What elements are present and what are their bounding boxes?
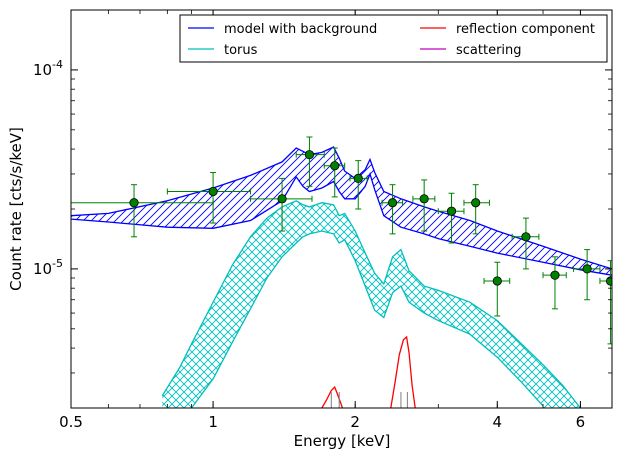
torus-lower-line: [190, 230, 544, 408]
data-point-11: [511, 217, 540, 270]
model-with-background-lower-line: [71, 172, 612, 276]
legend-label-torus: torus: [224, 43, 258, 58]
legend-items: model with background torus reflection com…: [188, 22, 595, 58]
data-point-3: [295, 136, 325, 187]
axis-ticks: [70, 9, 613, 409]
series-layer: [71, 146, 612, 408]
data-point-14: [599, 260, 612, 345]
legend: model with background torus reflection com…: [179, 14, 608, 63]
model-with-background-band-fill: [71, 147, 612, 276]
data-point-marker: [492, 276, 502, 286]
legend-label-scattering: scattering: [456, 43, 522, 58]
y-tick-exponent: -5: [52, 257, 63, 270]
x-tick-label: 1: [208, 413, 218, 431]
y-tick-mantissa: 10: [33, 61, 52, 79]
data-point-5: [349, 160, 368, 210]
data-point-marker: [419, 194, 429, 204]
y-tick-label: 10-5: [33, 257, 63, 278]
data-point-10: [483, 261, 511, 317]
data-point-marker: [208, 186, 218, 197]
data-point-12: [542, 256, 567, 310]
data-point-marker: [129, 198, 139, 208]
legend-label-model-with-background: model with background: [224, 22, 377, 37]
x-tick-label: 2: [350, 413, 360, 431]
data-point-marker: [550, 270, 560, 280]
legend-label-reflection-component: reflection component: [456, 22, 595, 37]
x-tick-label: 4: [493, 413, 503, 431]
data-point-9: [463, 184, 490, 235]
reflection-component-line-1: [390, 335, 416, 408]
data-point-6: [381, 184, 404, 235]
data-point-marker: [582, 264, 592, 274]
data-point-marker: [304, 150, 315, 160]
tick-labels: 0.5 1 2 4 610-510-4: [33, 58, 585, 431]
y-tick-label: 10-4: [33, 58, 63, 79]
torus-upper-line: [161, 200, 581, 408]
y-axis-label: Count rate [cts/s/keV]: [7, 127, 25, 291]
data-point-1: [166, 172, 251, 224]
data-point-marker: [353, 173, 363, 183]
y-tick-mantissa: 10: [33, 260, 52, 278]
data-point-marker: [521, 232, 531, 242]
x-tick-label: 0.5: [59, 413, 83, 431]
y-tick-exponent: -4: [52, 58, 63, 71]
model-with-background-upper-line: [71, 146, 612, 270]
data-point-marker: [277, 194, 287, 204]
data-point-marker: [605, 276, 612, 286]
torus-band-fill: [162, 200, 581, 408]
data-point-4: [323, 147, 346, 198]
data-point-marker: [330, 161, 340, 171]
data-point-13: [572, 249, 601, 301]
data-point-8: [437, 192, 465, 244]
data-point-0: [71, 184, 214, 238]
plot-area: [71, 136, 612, 408]
x-axis-label: Energy [keV]: [294, 432, 391, 450]
legend-box: [179, 14, 608, 63]
data-point-marker: [446, 206, 457, 216]
data-point-7: [412, 179, 436, 232]
x-tick-label: 6: [576, 413, 586, 431]
data-point-marker: [387, 198, 398, 208]
data-point-2: [249, 177, 313, 232]
data-points: [71, 136, 612, 345]
data-point-marker: [471, 198, 481, 208]
